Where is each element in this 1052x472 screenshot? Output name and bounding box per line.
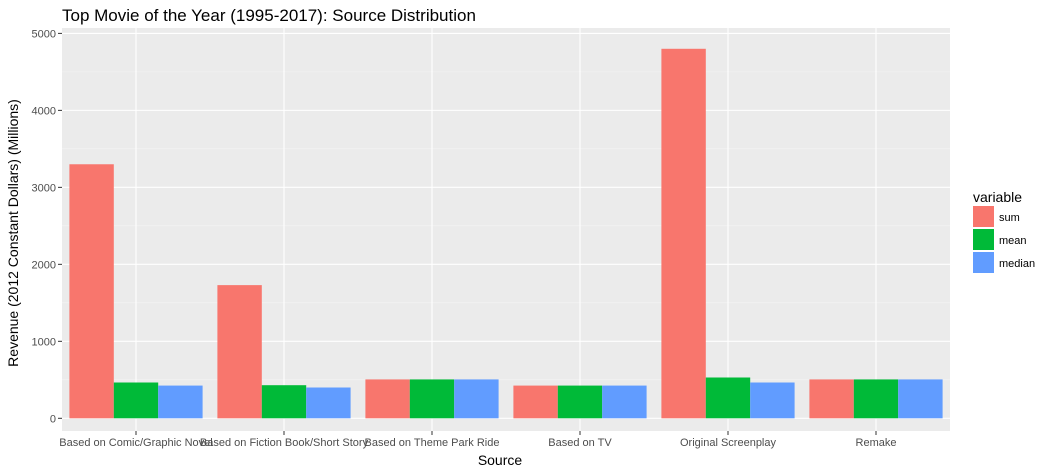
- y-tick-label: 1000: [32, 336, 56, 348]
- legend-key-median: [973, 252, 994, 273]
- bar-sum: [809, 379, 854, 419]
- bar-sum: [513, 385, 558, 419]
- bar-median: [158, 385, 203, 419]
- grid-lines: [62, 28, 950, 431]
- bar-sum: [69, 164, 114, 419]
- bar-median: [750, 382, 795, 419]
- y-tick-label: 3000: [32, 182, 56, 194]
- bar-median: [602, 385, 647, 419]
- legend-key-mean: [973, 229, 994, 250]
- bar-mean: [113, 382, 159, 419]
- bar-median: [454, 379, 499, 419]
- legend-label: sum: [999, 212, 1020, 224]
- y-tick-label: 4000: [32, 105, 56, 117]
- y-tick-label: 2000: [32, 259, 56, 271]
- bar-mean: [261, 385, 307, 419]
- y-tick-label: 0: [50, 413, 56, 425]
- legend: variable sum mean median: [973, 189, 1035, 273]
- legend-label: median: [999, 258, 1035, 270]
- x-tick-label: Based on Theme Park Ride: [365, 437, 500, 449]
- x-tick-label: Remake: [856, 437, 897, 449]
- bar-sum: [661, 48, 706, 419]
- plot-panel: [62, 28, 950, 431]
- bar-median: [898, 379, 943, 419]
- bar-median: [306, 387, 351, 419]
- x-tick-label: Based on Comic/Graphic Novel: [59, 437, 212, 449]
- legend-label: mean: [999, 235, 1027, 247]
- x-axis-title: Source: [478, 452, 523, 468]
- bar-mean: [557, 385, 603, 419]
- x-tick-label: Original Screenplay: [680, 437, 776, 449]
- x-tick-label: Based on TV: [548, 437, 612, 449]
- y-axis-title: Revenue (2012 Constant Dollars) (Million…: [5, 99, 21, 367]
- y-tick-label: 5000: [32, 28, 56, 40]
- bars: [69, 48, 943, 419]
- bar-mean: [409, 379, 455, 419]
- y-axis: 0 1000 2000 3000 4000 5000: [32, 28, 62, 425]
- bar-sum: [365, 379, 410, 419]
- bar-mean: [705, 377, 751, 419]
- x-tick-label: Based on Fiction Book/Short Story: [200, 437, 369, 449]
- legend-title: variable: [973, 189, 1022, 205]
- legend-key-sum: [973, 206, 994, 227]
- bar-sum: [217, 285, 262, 419]
- bar-mean: [853, 379, 899, 419]
- chart-title: Top Movie of the Year (1995-2017): Sourc…: [62, 6, 476, 25]
